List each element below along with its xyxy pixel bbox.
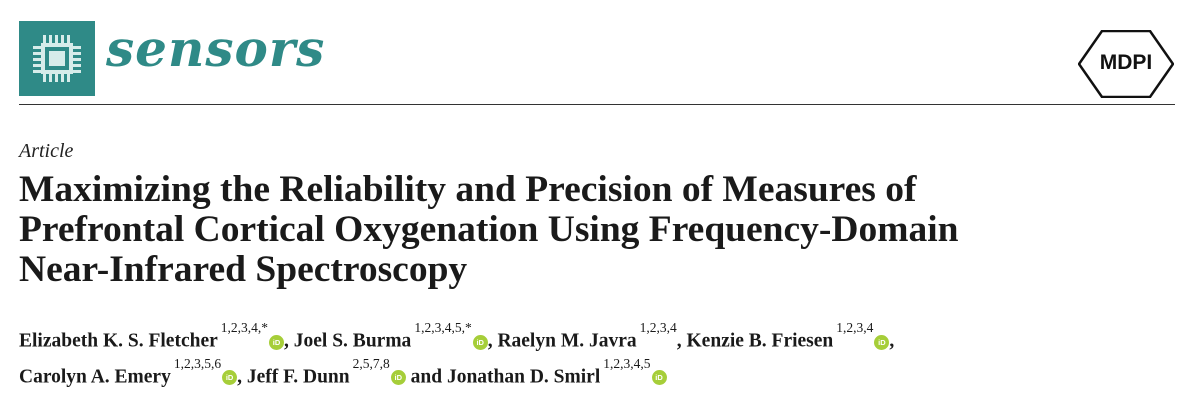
chip-logo-icon xyxy=(33,35,81,82)
orcid-icon[interactable]: iD xyxy=(472,334,488,350)
publisher-logo: MDPI xyxy=(1077,29,1175,99)
author-connector: and xyxy=(410,366,443,387)
article-type: Article xyxy=(19,140,74,162)
journal-name: sensors xyxy=(106,19,326,78)
author-affiliations: 1,2,3,4 xyxy=(639,320,677,335)
author-affiliations: 1,2,3,4,5,* xyxy=(414,320,472,335)
title-line: Maximizing the Reliability and Precision… xyxy=(19,169,917,210)
author-name: Joel S. Burma xyxy=(293,330,412,352)
author-separator: , xyxy=(284,330,289,352)
journal-logo xyxy=(19,21,95,96)
author-separator: , xyxy=(487,330,493,352)
orcid-icon[interactable]: iD xyxy=(874,334,890,350)
author-name: Kenzie B. Friesen xyxy=(686,330,834,352)
title-line: Prefrontal Cortical Oxygenation Using Fr… xyxy=(19,209,959,250)
paper-title: Maximizing the Reliability and Precision… xyxy=(19,170,1169,290)
orcid-icon[interactable]: iD xyxy=(390,370,406,385)
orcid-icon[interactable]: iD xyxy=(651,370,667,385)
author-name: Jonathan D. Smirl xyxy=(446,366,601,387)
publisher-name: MDPI xyxy=(1099,51,1153,74)
header-divider xyxy=(19,104,1175,105)
author-separator: , xyxy=(889,330,895,352)
author-list: Elizabeth K. S. Fletcher1,2,3,4,*iD, Joe… xyxy=(19,320,1189,391)
author-affiliations: 1,2,3,5,6 xyxy=(173,355,222,371)
author-name: Raelyn M. Javra xyxy=(497,330,637,352)
orcid-icon[interactable]: iD xyxy=(222,370,238,385)
author-name: Carolyn A. Emery xyxy=(19,366,171,387)
author-affiliations: 2,5,7,8 xyxy=(352,355,390,371)
author-name: Elizabeth K. S. Fletcher xyxy=(19,330,218,352)
author-line: Carolyn A. Emery1,2,3,5,6iD, Jeff F. Dun… xyxy=(19,356,1189,392)
publisher-hexagon-icon xyxy=(1077,29,1175,99)
author-separator: , xyxy=(237,366,242,387)
author-separator: , xyxy=(676,330,682,352)
author-affiliations: 1,2,3,4,* xyxy=(220,320,269,335)
author-affiliations: 1,2,3,4 xyxy=(836,320,874,335)
title-line: Near-Infrared Spectroscopy xyxy=(19,249,468,290)
author-name: Jeff F. Dunn xyxy=(246,366,350,387)
author-affiliations: 1,2,3,4,5 xyxy=(603,355,651,371)
author-line: Elizabeth K. S. Fletcher1,2,3,4,*iD, Joe… xyxy=(19,320,1189,356)
orcid-icon[interactable]: iD xyxy=(269,334,285,350)
